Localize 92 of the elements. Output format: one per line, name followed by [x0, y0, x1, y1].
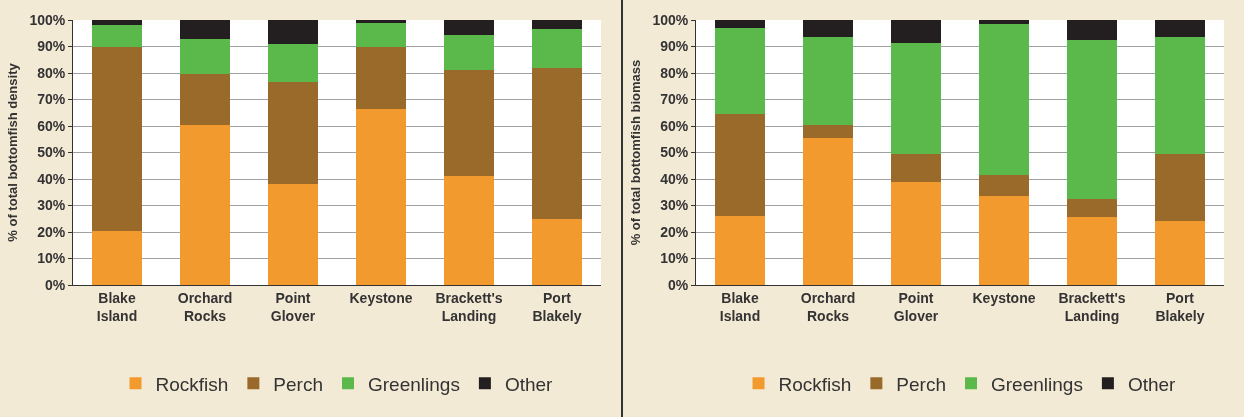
bar [356, 46, 406, 109]
y-tick-label: 50% [37, 144, 66, 161]
legend-label: Greenlings [991, 373, 1083, 395]
bar [1067, 217, 1117, 285]
bar [1067, 20, 1117, 40]
y-tick-label: 60% [37, 117, 66, 134]
legend-label: Perch [896, 373, 946, 395]
bar [532, 29, 582, 68]
bar [356, 20, 406, 23]
y-tick-label: 50% [660, 144, 689, 161]
bar [532, 67, 582, 219]
y-tick-label: 20% [37, 223, 66, 240]
bar [268, 20, 318, 44]
x-tick-label: Point Glover [270, 289, 316, 324]
y-tick-label: 80% [37, 64, 66, 81]
legend-label: Rockfish [155, 373, 229, 395]
bar [180, 124, 230, 285]
bar [92, 25, 142, 47]
y-tick-label: 70% [660, 91, 689, 108]
bar [1155, 153, 1205, 222]
bar [1155, 20, 1205, 38]
bar [1067, 39, 1117, 199]
y-axis-title: % of total bottomfish density [5, 62, 21, 242]
bar [268, 82, 318, 185]
y-tick-label: 60% [660, 117, 689, 134]
x-tick-label: Brackett's Landing [1058, 289, 1126, 324]
x-tick-label: Blake Island [719, 289, 761, 324]
bar [803, 137, 853, 285]
legend-label: Rockfish [778, 373, 852, 395]
bar [715, 20, 765, 28]
y-tick-label: 20% [660, 223, 689, 240]
bar [715, 114, 765, 217]
bar [268, 43, 318, 83]
y-tick-label: 80% [660, 64, 689, 81]
x-tick-label: Orchard Rocks [177, 289, 233, 324]
bar [92, 20, 142, 26]
x-tick-label: Port Blakely [1155, 289, 1205, 324]
y-tick-label: 40% [37, 170, 66, 187]
bar [444, 20, 494, 35]
bar [979, 196, 1029, 285]
y-tick-label: 10% [660, 250, 689, 267]
y-tick-label: 30% [37, 197, 66, 214]
y-tick-label: 90% [37, 38, 66, 55]
y-tick-label: 10% [37, 250, 66, 267]
legend-label: Other [1127, 373, 1177, 395]
bar [803, 124, 853, 138]
y-tick-label: 0% [667, 276, 689, 293]
bar [268, 184, 318, 285]
bar [180, 20, 230, 39]
bar [356, 22, 406, 47]
x-tick-label: Blake Island [96, 289, 138, 324]
bar [92, 46, 142, 231]
bar [979, 175, 1029, 197]
bar [180, 74, 230, 125]
bar [803, 37, 853, 125]
bar [92, 230, 142, 285]
bar [444, 176, 494, 285]
y-tick-label: 40% [660, 170, 689, 187]
bar [715, 27, 765, 115]
bar [444, 70, 494, 177]
bar [532, 218, 582, 285]
y-tick-label: 100% [29, 11, 66, 28]
x-tick-label: Port Blakely [532, 289, 582, 324]
bar [979, 23, 1029, 176]
bar [444, 34, 494, 71]
x-tick-label: Orchard Rocks [800, 289, 856, 324]
bar [979, 20, 1029, 24]
legend-label: Perch [273, 373, 323, 395]
y-tick-label: 30% [660, 197, 689, 214]
bar [356, 108, 406, 285]
y-tick-label: 70% [37, 91, 66, 108]
x-tick-label: Brackett's Landing [435, 289, 503, 324]
y-tick-label: 100% [652, 11, 689, 28]
bar [180, 38, 230, 75]
bar [891, 181, 941, 285]
bar [891, 20, 941, 43]
bar [1155, 221, 1205, 285]
x-tick-label: Keystone [972, 289, 1036, 306]
bar [891, 42, 941, 154]
bar [803, 20, 853, 38]
bar [532, 20, 582, 30]
x-tick-label: Keystone [349, 289, 413, 306]
y-axis-title: % of total bottomfish biomass [628, 59, 644, 246]
bar [715, 216, 765, 285]
y-tick-label: 0% [44, 276, 66, 293]
y-tick-label: 90% [660, 38, 689, 55]
bar [1155, 37, 1205, 154]
x-tick-label: Point Glover [893, 289, 939, 324]
legend-label: Greenlings [368, 373, 460, 395]
legend-label: Other [504, 373, 554, 395]
bar [891, 153, 941, 182]
bar [1067, 198, 1117, 218]
